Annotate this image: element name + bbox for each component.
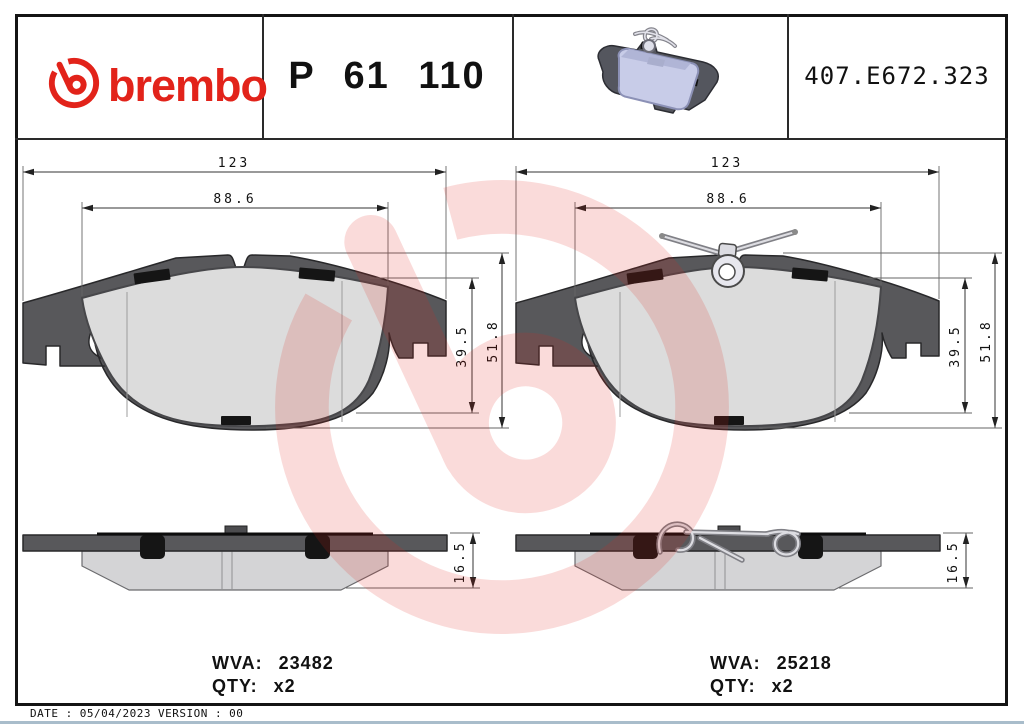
wva-label: WVA:	[212, 653, 263, 673]
date-value: 05/04/2023	[79, 707, 151, 720]
brembo-emblem-icon	[47, 56, 101, 110]
brand-wordmark: brembo	[108, 60, 268, 111]
titleblock-bottom-line	[15, 138, 1008, 140]
wva-value: 23482	[278, 653, 334, 673]
footer-dateline: DATE : 05/04/2023 VERSION : 00	[30, 707, 250, 720]
qty-value: x2	[771, 676, 794, 696]
titleblock-divider-1	[262, 14, 264, 140]
bottom-edge-line	[0, 721, 1024, 724]
qty-label: QTY:	[212, 676, 258, 696]
titleblock-divider-2	[512, 14, 514, 140]
qty-label: QTY:	[710, 676, 756, 696]
catalog-code: 407.E672.323	[804, 62, 990, 90]
part-number: P 61 110	[288, 54, 486, 97]
wva-value: 25218	[776, 653, 832, 673]
date-label: DATE :	[30, 707, 73, 720]
version-value: 00	[229, 707, 244, 720]
wva-block-left: WVA: 23482 QTY: x2	[212, 652, 334, 698]
titleblock-divider-3	[787, 14, 789, 140]
version-label: VERSION :	[157, 707, 223, 720]
wva-block-right: WVA: 25218 QTY: x2	[710, 652, 832, 698]
qty-value: x2	[273, 676, 296, 696]
wva-label: WVA:	[710, 653, 761, 673]
product-photo-3d-icon	[597, 27, 719, 114]
sheet-border	[15, 14, 1008, 706]
